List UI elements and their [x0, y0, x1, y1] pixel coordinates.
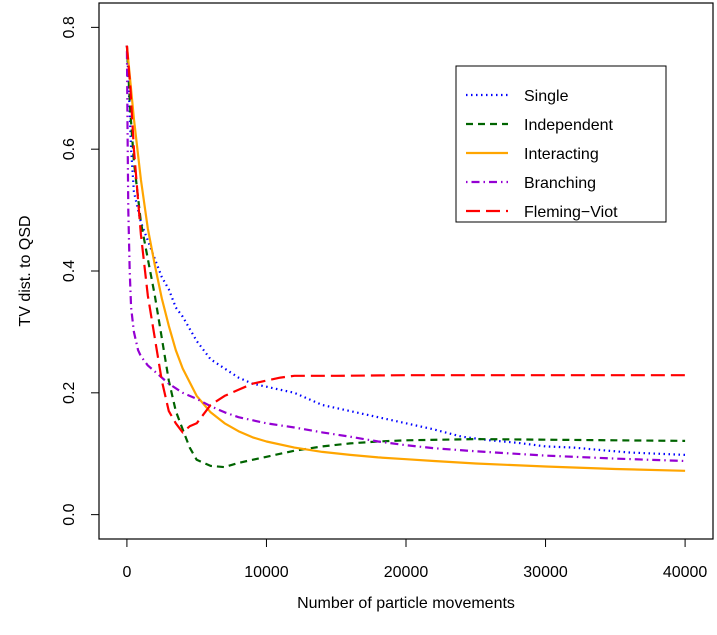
- series-layer: [125, 45, 686, 472]
- x-tick-label: 40000: [663, 564, 708, 581]
- x-tick-label: 20000: [384, 564, 429, 581]
- legend-label-1: Independent: [524, 117, 614, 134]
- y-tick-label: 0.4: [61, 260, 78, 282]
- x-tick-label: 10000: [244, 564, 289, 581]
- x-axis: 0 10000 20000 30000 40000: [122, 538, 708, 581]
- legend: Single Independent Interacting Branching Fle…: [455, 65, 667, 223]
- series-line-2: [125, 45, 686, 472]
- series-line-1: [125, 45, 686, 469]
- x-tick-label: 30000: [523, 564, 568, 581]
- legend-label-3: Branching: [524, 175, 596, 192]
- series-line-0: [125, 45, 686, 456]
- y-tick-label: 0.2: [61, 382, 78, 404]
- y-tick-label: 0.8: [61, 16, 78, 38]
- y-tick-label: 0.0: [61, 503, 78, 525]
- legend-label-4: Fleming−Viot: [524, 204, 618, 221]
- legend-box: [455, 65, 667, 223]
- series-line-4: [125, 45, 686, 434]
- x-axis-label: Number of particle movements: [297, 595, 515, 612]
- legend-label-0: Single: [524, 88, 569, 105]
- x-tick-label: 0: [122, 564, 131, 581]
- series-line-3: [125, 45, 686, 463]
- y-axis-label: TV dist. to QSD: [17, 215, 34, 326]
- legend-label-2: Interacting: [524, 146, 599, 163]
- y-axis: 0.0 0.2 0.4 0.6 0.8: [61, 16, 100, 526]
- y-tick-label: 0.6: [61, 138, 78, 160]
- legend-items: Single Independent Interacting Branching Fle…: [466, 88, 618, 221]
